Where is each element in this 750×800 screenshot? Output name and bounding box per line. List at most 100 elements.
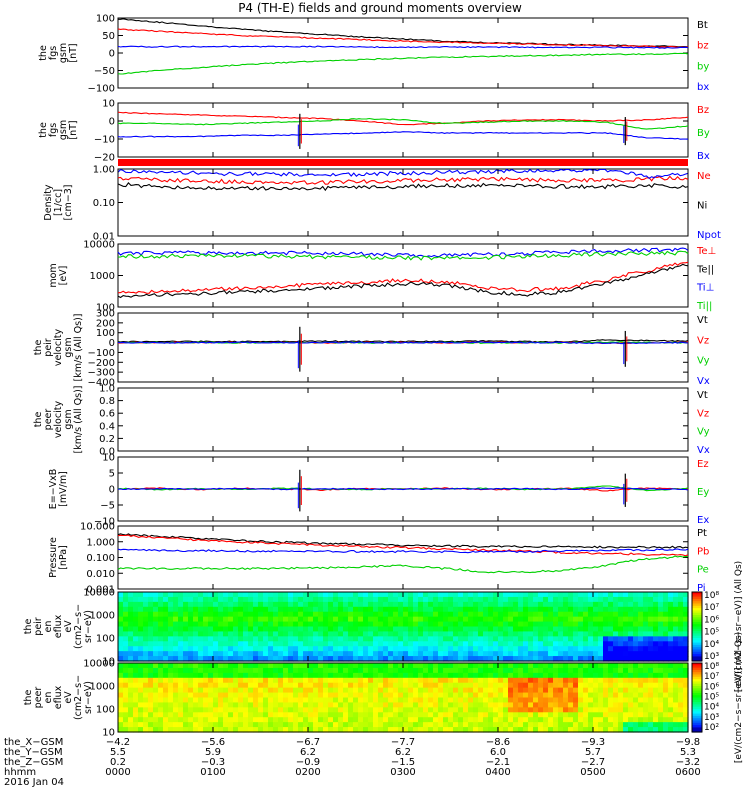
heat-cell: [463, 677, 469, 684]
heat-cell: [638, 601, 644, 608]
heat-cell: [268, 646, 274, 652]
heat-cell: [298, 621, 304, 628]
heat-cell: [623, 656, 629, 662]
heat-cell: [308, 646, 314, 652]
heat-cell: [553, 592, 559, 598]
heat-cell: [383, 692, 389, 699]
heat-cell: [403, 722, 409, 728]
heat-cell: [633, 651, 639, 657]
heat-cell: [338, 712, 344, 718]
heat-cell: [228, 621, 234, 628]
heat-cell: [388, 727, 394, 733]
colorbar-cell: [692, 603, 702, 607]
heat-cell: [493, 626, 499, 633]
colorbar-cell: [692, 612, 702, 616]
heat-cell: [683, 606, 689, 613]
ytick-label: 1.0: [99, 384, 115, 395]
heat-cell: [513, 682, 519, 689]
heat-cell: [543, 672, 549, 679]
heat-cell: [283, 616, 289, 623]
heat-cell: [268, 667, 274, 674]
heat-cell: [463, 687, 469, 694]
heat-cell: [433, 611, 439, 618]
heat-cell: [503, 712, 509, 718]
heat-cell: [308, 682, 314, 689]
heat-cell: [633, 707, 639, 713]
heat-cell: [583, 646, 589, 652]
heat-cell: [243, 712, 249, 718]
heat-cell: [573, 712, 579, 718]
heat-cell: [513, 631, 519, 637]
ytick-label: 0: [109, 485, 115, 496]
heat-cell: [243, 621, 249, 628]
heat-cell: [483, 702, 489, 708]
heat-cell: [238, 626, 244, 633]
heat-cell: [413, 667, 419, 674]
heat-cell: [363, 646, 369, 652]
heat-cell: [518, 697, 524, 704]
heat-cell: [213, 631, 219, 637]
heat-cell: [348, 692, 354, 699]
heat-cell: [323, 677, 329, 684]
heat-cell: [543, 592, 549, 598]
heat-cell: [313, 641, 319, 647]
heat-cell: [513, 712, 519, 718]
heat-cell: [218, 707, 224, 713]
heat-cell: [603, 702, 609, 708]
heat-cell: [278, 616, 284, 623]
heat-cell: [683, 687, 689, 694]
heat-cell: [328, 663, 334, 669]
heat-cell: [278, 592, 284, 598]
heat-cell: [588, 631, 594, 637]
heat-cell: [473, 636, 479, 642]
heat-cell: [118, 626, 124, 633]
heat-cell: [338, 672, 344, 679]
heat-cell: [423, 663, 429, 669]
heat-cell: [658, 697, 664, 704]
heat-cell: [603, 651, 609, 657]
heat-cell: [168, 727, 174, 733]
heat-cell: [468, 626, 474, 633]
heat-cell: [678, 697, 684, 704]
heat-cell: [583, 641, 589, 647]
heat-cell: [348, 717, 354, 723]
heat-cell: [233, 656, 239, 662]
heat-cell: [628, 663, 634, 669]
heat-cell: [598, 656, 604, 662]
heat-cell: [678, 672, 684, 679]
heat-cell: [263, 631, 269, 637]
heat-cell: [583, 687, 589, 694]
heat-cell: [583, 621, 589, 628]
heat-cell: [318, 646, 324, 652]
heat-cell: [348, 616, 354, 623]
heat-cell: [183, 687, 189, 694]
heat-cell: [408, 717, 414, 723]
ylabel-line: (cm2−s−: [73, 675, 84, 720]
heat-cell: [388, 707, 394, 713]
heat-cell: [473, 641, 479, 647]
heat-cell: [633, 596, 639, 603]
heat-cell: [558, 651, 564, 657]
heat-cell: [268, 641, 274, 647]
heat-cell: [503, 616, 509, 623]
heat-cell: [173, 606, 179, 613]
heat-cell: [593, 677, 599, 684]
heat-cell: [313, 621, 319, 628]
heat-cell: [308, 592, 314, 598]
panel-frame-pressure: [117, 525, 689, 590]
heat-cell: [238, 636, 244, 642]
heat-cell: [573, 611, 579, 618]
heat-cell: [648, 722, 654, 728]
heat-cell: [523, 702, 529, 708]
heat-cell: [558, 677, 564, 684]
heat-cell: [298, 687, 304, 694]
heat-cell: [573, 722, 579, 728]
heat-cell: [343, 651, 349, 657]
heat-cell: [623, 631, 629, 637]
heat-cell: [578, 692, 584, 699]
heat-cell: [363, 717, 369, 723]
heat-cell: [243, 651, 249, 657]
heat-cell: [148, 663, 154, 669]
heat-cell: [123, 611, 129, 618]
